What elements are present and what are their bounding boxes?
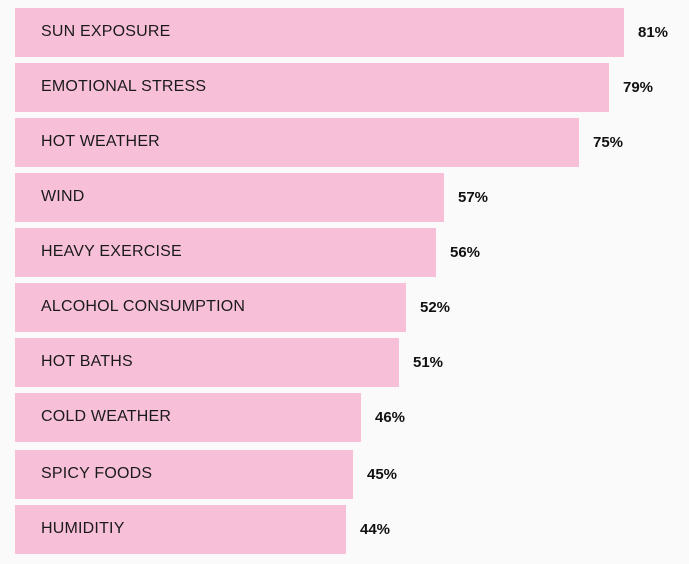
bar [15, 228, 436, 277]
category-label: HUMIDITIY [41, 520, 125, 537]
value-label: 45% [367, 466, 398, 483]
category-label: EMOTIONAL STRESS [41, 78, 207, 95]
category-label: ALCOHOL CONSUMPTION [41, 298, 246, 315]
category-label: COLD WEATHER [41, 408, 172, 425]
category-label: HOT BATHS [41, 353, 133, 370]
bar [15, 393, 361, 442]
bar [15, 283, 406, 332]
bar [15, 63, 609, 112]
bar [15, 338, 399, 387]
value-label: 46% [375, 409, 406, 426]
category-label: SUN EXPOSURE [41, 23, 171, 40]
value-label: 44% [360, 521, 391, 538]
category-label: HOT WEATHER [41, 133, 160, 150]
value-label: 51% [413, 354, 444, 371]
category-label: HEAVY EXERCISE [41, 243, 182, 260]
bar [15, 505, 346, 554]
value-label: 81% [638, 24, 669, 41]
value-label: 79% [623, 79, 654, 96]
category-label: SPICY FOODS [41, 465, 153, 482]
value-label: 57% [458, 189, 489, 206]
value-label: 75% [593, 134, 624, 151]
bar [15, 8, 624, 57]
bar [15, 173, 444, 222]
bar [15, 450, 353, 499]
value-label: 52% [420, 299, 451, 316]
category-label: WIND [41, 188, 85, 205]
bar [15, 118, 579, 167]
value-label: 56% [450, 244, 481, 261]
